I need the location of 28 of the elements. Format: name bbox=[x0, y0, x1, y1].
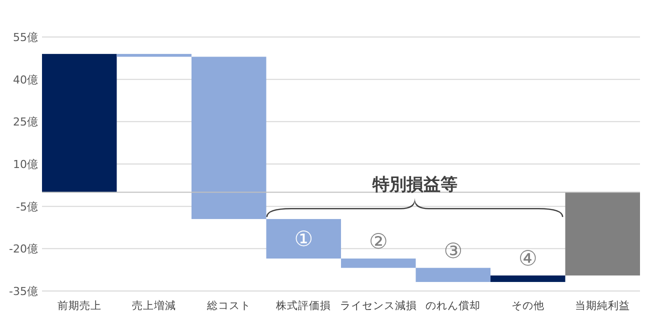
annotation: ② bbox=[368, 230, 388, 254]
x-tick-label: のれん償却 bbox=[426, 299, 481, 312]
annotation: ④ bbox=[518, 246, 538, 270]
x-tick-label: 前期売上 bbox=[57, 299, 102, 312]
x-tick-label: 株式評価損 bbox=[275, 299, 332, 312]
y-tick-label: -5億 bbox=[16, 200, 38, 214]
x-tick-label: 売上増減 bbox=[132, 299, 176, 312]
bar bbox=[565, 192, 640, 276]
y-tick-label: -35億 bbox=[9, 285, 38, 298]
annotation: ③ bbox=[444, 238, 463, 263]
y-tick-label: 55億 bbox=[13, 31, 38, 44]
y-tick-label: 10億 bbox=[13, 158, 38, 171]
y-tick-label: -20億 bbox=[9, 242, 38, 256]
annotation: ① bbox=[294, 226, 314, 251]
bar bbox=[266, 219, 341, 259]
annotation: 特別損益等 bbox=[371, 175, 458, 195]
bar bbox=[42, 54, 117, 192]
bar bbox=[490, 275, 566, 282]
bar bbox=[116, 54, 192, 57]
x-tick-label: ライセンス減損 bbox=[340, 299, 417, 312]
bar bbox=[416, 268, 490, 282]
y-tick-label: 25億 bbox=[13, 116, 38, 129]
bar bbox=[341, 258, 416, 268]
x-tick-label: 総コスト bbox=[206, 300, 251, 312]
y-tick-label: 40億 bbox=[13, 73, 38, 86]
x-tick-label: 当期純利益 bbox=[575, 299, 630, 312]
x-tick-label: その他 bbox=[511, 300, 544, 312]
bar bbox=[192, 56, 266, 220]
